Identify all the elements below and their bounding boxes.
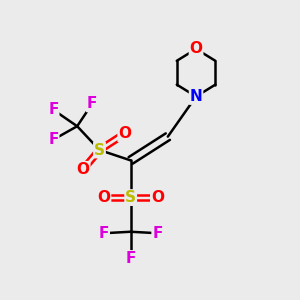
- Text: F: F: [48, 102, 59, 117]
- Text: F: F: [99, 226, 109, 241]
- Text: F: F: [48, 132, 59, 147]
- Text: O: O: [151, 190, 164, 205]
- Text: S: S: [94, 142, 105, 158]
- Text: O: O: [98, 190, 110, 205]
- Text: O: O: [76, 162, 90, 177]
- Text: O: O: [118, 126, 131, 141]
- Text: S: S: [125, 190, 136, 205]
- Text: F: F: [125, 251, 136, 266]
- Text: F: F: [152, 226, 163, 241]
- Text: O: O: [190, 41, 202, 56]
- Text: N: N: [190, 89, 202, 104]
- Text: F: F: [87, 96, 97, 111]
